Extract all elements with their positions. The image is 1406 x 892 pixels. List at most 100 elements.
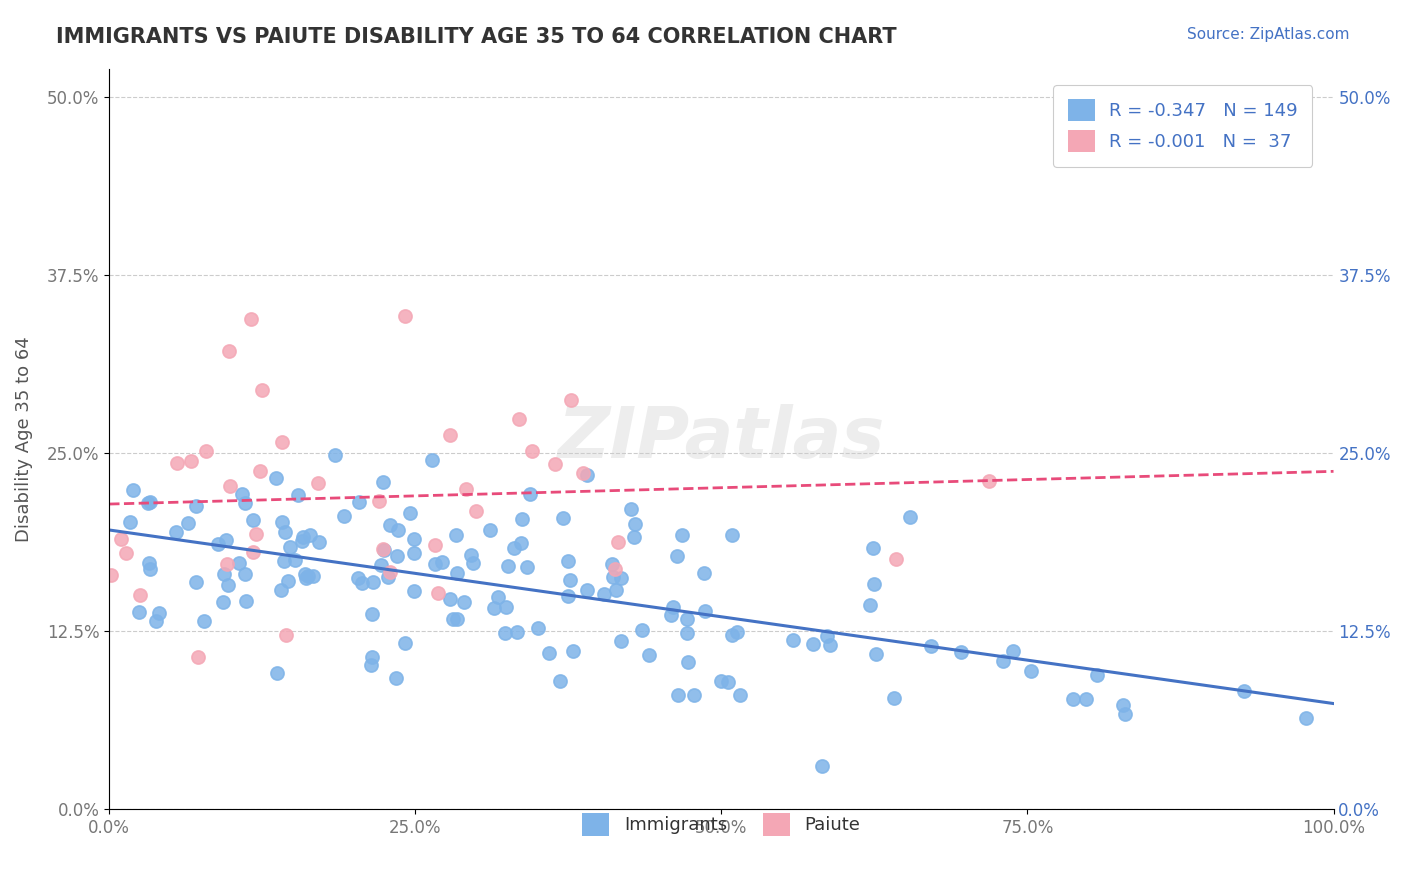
Point	[177, 516, 200, 531]
Point	[242, 513, 264, 527]
Point	[730, 688, 752, 702]
Point	[710, 674, 733, 689]
Point	[233, 566, 256, 581]
Point	[277, 574, 299, 589]
Point	[494, 625, 516, 640]
Point	[576, 583, 599, 598]
Point	[720, 628, 742, 642]
Point	[404, 584, 426, 599]
Point	[693, 566, 716, 581]
Point	[991, 654, 1014, 668]
Point	[592, 587, 614, 601]
Point	[266, 665, 288, 680]
Point	[138, 556, 160, 570]
Point	[721, 528, 744, 542]
Point	[118, 516, 141, 530]
Point	[602, 569, 624, 583]
Point	[186, 499, 208, 513]
Point	[380, 518, 402, 533]
Point	[801, 637, 824, 651]
Point	[361, 574, 384, 589]
Point	[165, 524, 187, 539]
Point	[274, 525, 297, 540]
Point	[122, 483, 145, 498]
Point	[291, 530, 314, 544]
Point	[1019, 664, 1042, 678]
Point	[479, 523, 502, 537]
Text: IMMIGRANTS VS PAIUTE DISABILITY AGE 35 TO 64 CORRELATION CHART: IMMIGRANTS VS PAIUTE DISABILITY AGE 35 T…	[56, 27, 897, 46]
Point	[187, 650, 209, 665]
Point	[373, 542, 395, 557]
Point	[820, 638, 842, 652]
Point	[815, 629, 838, 643]
Point	[370, 558, 392, 572]
Point	[950, 645, 973, 659]
Point	[461, 556, 484, 570]
Point	[519, 487, 541, 501]
Point	[273, 554, 295, 568]
Point	[207, 537, 229, 551]
Point	[557, 590, 579, 604]
Point	[624, 517, 647, 532]
Point	[920, 639, 942, 653]
Point	[361, 650, 384, 665]
Point	[460, 548, 482, 562]
Point	[865, 647, 887, 661]
Point	[404, 532, 426, 546]
Point	[180, 454, 202, 468]
Point	[675, 612, 697, 626]
Point	[522, 443, 544, 458]
Point	[859, 598, 882, 612]
Point	[270, 582, 292, 597]
Point	[387, 549, 409, 563]
Point	[717, 675, 740, 690]
Point	[811, 759, 834, 773]
Point	[883, 691, 905, 706]
Point	[610, 571, 633, 585]
Point	[148, 606, 170, 620]
Point	[284, 553, 307, 567]
Point	[219, 479, 242, 493]
Point	[560, 392, 582, 407]
Point	[453, 595, 475, 609]
Point	[378, 565, 401, 579]
Point	[537, 646, 560, 660]
Point	[506, 624, 529, 639]
Point	[371, 541, 394, 556]
Point	[571, 466, 593, 480]
Point	[166, 456, 188, 470]
Point	[510, 512, 533, 526]
Point	[676, 626, 699, 640]
Point	[439, 428, 461, 442]
Point	[600, 557, 623, 571]
Point	[115, 546, 138, 560]
Point	[110, 533, 132, 547]
Point	[271, 435, 294, 450]
Point	[683, 688, 706, 702]
Point	[977, 474, 1000, 488]
Point	[423, 538, 446, 552]
Point	[385, 671, 408, 685]
Point	[607, 534, 630, 549]
Point	[217, 578, 239, 592]
Point	[294, 567, 316, 582]
Point	[1062, 691, 1084, 706]
Point	[527, 621, 550, 635]
Point	[502, 541, 524, 555]
Point	[605, 582, 627, 597]
Point	[129, 588, 152, 602]
Point	[233, 496, 256, 510]
Point	[302, 569, 325, 583]
Point	[184, 575, 207, 590]
Point	[360, 658, 382, 673]
Point	[402, 546, 425, 560]
Point	[637, 648, 659, 662]
Point	[307, 476, 329, 491]
Point	[508, 412, 530, 426]
Point	[496, 558, 519, 573]
Point	[270, 515, 292, 529]
Point	[377, 570, 399, 584]
Point	[782, 632, 804, 647]
Point	[560, 573, 582, 587]
Point	[193, 615, 215, 629]
